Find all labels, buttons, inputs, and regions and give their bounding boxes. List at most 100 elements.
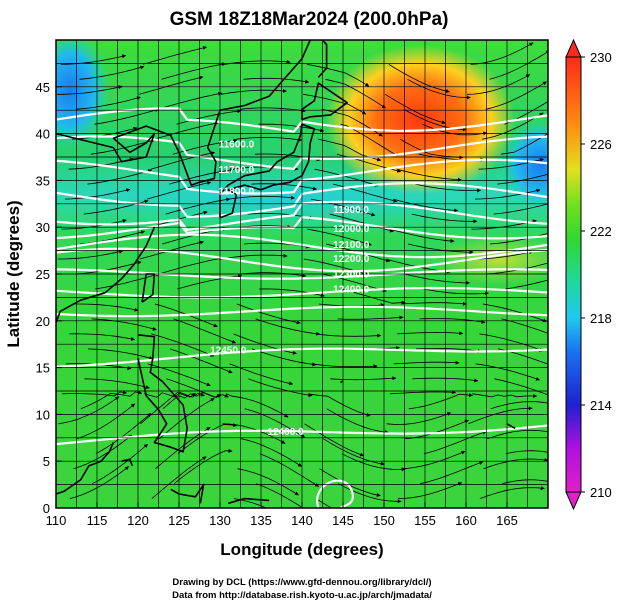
y-tick-label: 10 xyxy=(36,407,50,422)
streamline xyxy=(303,93,367,115)
streamline xyxy=(407,78,471,100)
x-tick-label: 125 xyxy=(168,513,190,528)
streamline xyxy=(57,85,123,95)
x-tick-label: 130 xyxy=(209,513,231,528)
x-axis-label: Longitude (degrees) xyxy=(220,540,383,559)
streamline xyxy=(490,401,548,410)
streamline xyxy=(151,456,207,499)
streamline xyxy=(401,450,466,470)
streamline xyxy=(222,423,286,444)
streamline xyxy=(221,88,287,95)
contour-label: 12000.0 xyxy=(333,224,370,235)
streamline xyxy=(494,378,548,396)
streamline xyxy=(482,303,547,323)
streamline xyxy=(415,348,482,354)
x-tick-label: 150 xyxy=(373,513,395,528)
streamline xyxy=(237,468,299,496)
streamline xyxy=(415,183,481,193)
contour-label: 12450.0 xyxy=(210,346,247,357)
x-axis-ticks: 110 115 120 125 130 135 140 145 150 155 160 165 xyxy=(46,502,518,528)
streamline xyxy=(166,378,229,398)
streamline xyxy=(140,392,196,425)
streamline xyxy=(69,333,135,341)
streamline xyxy=(176,109,242,125)
streamline xyxy=(75,96,141,110)
contour-label: 11700.0 xyxy=(219,165,255,176)
streamline xyxy=(61,218,127,230)
streamline xyxy=(77,403,136,440)
streamline xyxy=(80,390,143,410)
streamline xyxy=(322,438,385,466)
streamline xyxy=(225,393,289,418)
y-tick-label: 35 xyxy=(36,173,50,188)
streamline xyxy=(228,195,295,200)
streamline xyxy=(325,78,386,109)
streamline xyxy=(485,81,547,110)
streamline xyxy=(143,392,205,398)
streamline xyxy=(84,378,150,390)
streamline xyxy=(388,63,450,93)
cold-anomaly-west xyxy=(56,40,110,150)
x-tick-label: 110 xyxy=(46,513,67,528)
streamline xyxy=(479,333,544,352)
streamline xyxy=(239,107,306,113)
contour-label: 11800.0 xyxy=(219,186,255,197)
streamline xyxy=(72,126,138,140)
colorbar-tick-label: 214 xyxy=(590,398,612,413)
streamline xyxy=(87,348,154,360)
streamline xyxy=(64,188,131,200)
streamline xyxy=(467,74,531,95)
x-tick-label: 165 xyxy=(496,513,518,528)
streamline xyxy=(243,77,310,84)
streamline xyxy=(472,393,538,398)
cold-anomaly-east xyxy=(500,120,548,210)
warm-band-east xyxy=(430,235,548,285)
streamline xyxy=(173,318,237,344)
figure-title: GSM 18Z18Mar2024 (200.0hPa) xyxy=(170,9,449,30)
coastline xyxy=(121,458,134,467)
y-tick-label: 25 xyxy=(36,267,50,282)
streamline xyxy=(315,498,333,508)
streamline xyxy=(505,450,548,455)
wind-streamlines xyxy=(57,42,548,508)
colorbar-ticks: 210 214 218 222 226 230 xyxy=(581,50,612,500)
streamline xyxy=(479,486,545,499)
streamline xyxy=(341,453,406,472)
streamline xyxy=(162,391,222,410)
streamline xyxy=(57,249,124,260)
colorbar-max-arrow xyxy=(565,38,582,58)
x-tick-label: 160 xyxy=(455,513,477,528)
streamline xyxy=(259,453,320,487)
coastline xyxy=(506,423,516,430)
streamline xyxy=(95,412,152,455)
streamline xyxy=(329,213,394,233)
coastline xyxy=(56,442,115,495)
y-tick-label: 5 xyxy=(43,454,50,469)
contour-label: 12100.0 xyxy=(333,240,370,251)
streamline xyxy=(177,423,237,455)
streamline xyxy=(161,62,226,80)
streamline xyxy=(233,333,297,355)
streamline xyxy=(408,243,474,255)
streamline xyxy=(248,378,313,398)
coastline xyxy=(137,334,188,453)
streamline xyxy=(60,54,127,65)
streamline xyxy=(423,430,487,455)
streamline xyxy=(400,301,467,306)
streamline xyxy=(390,390,456,395)
streamline xyxy=(169,168,234,185)
streamline xyxy=(483,458,548,470)
streamline xyxy=(256,483,304,508)
streamline xyxy=(173,448,233,485)
streamline xyxy=(500,133,548,155)
streamline xyxy=(501,318,548,334)
x-tick-label: 115 xyxy=(87,513,108,528)
coastline xyxy=(56,226,156,326)
y-tick-label: 40 xyxy=(36,127,50,142)
streamline xyxy=(251,183,317,191)
colorbar-tick-label: 210 xyxy=(590,485,612,500)
streamline xyxy=(91,318,157,331)
coastline xyxy=(56,40,311,186)
coastline xyxy=(219,123,316,219)
